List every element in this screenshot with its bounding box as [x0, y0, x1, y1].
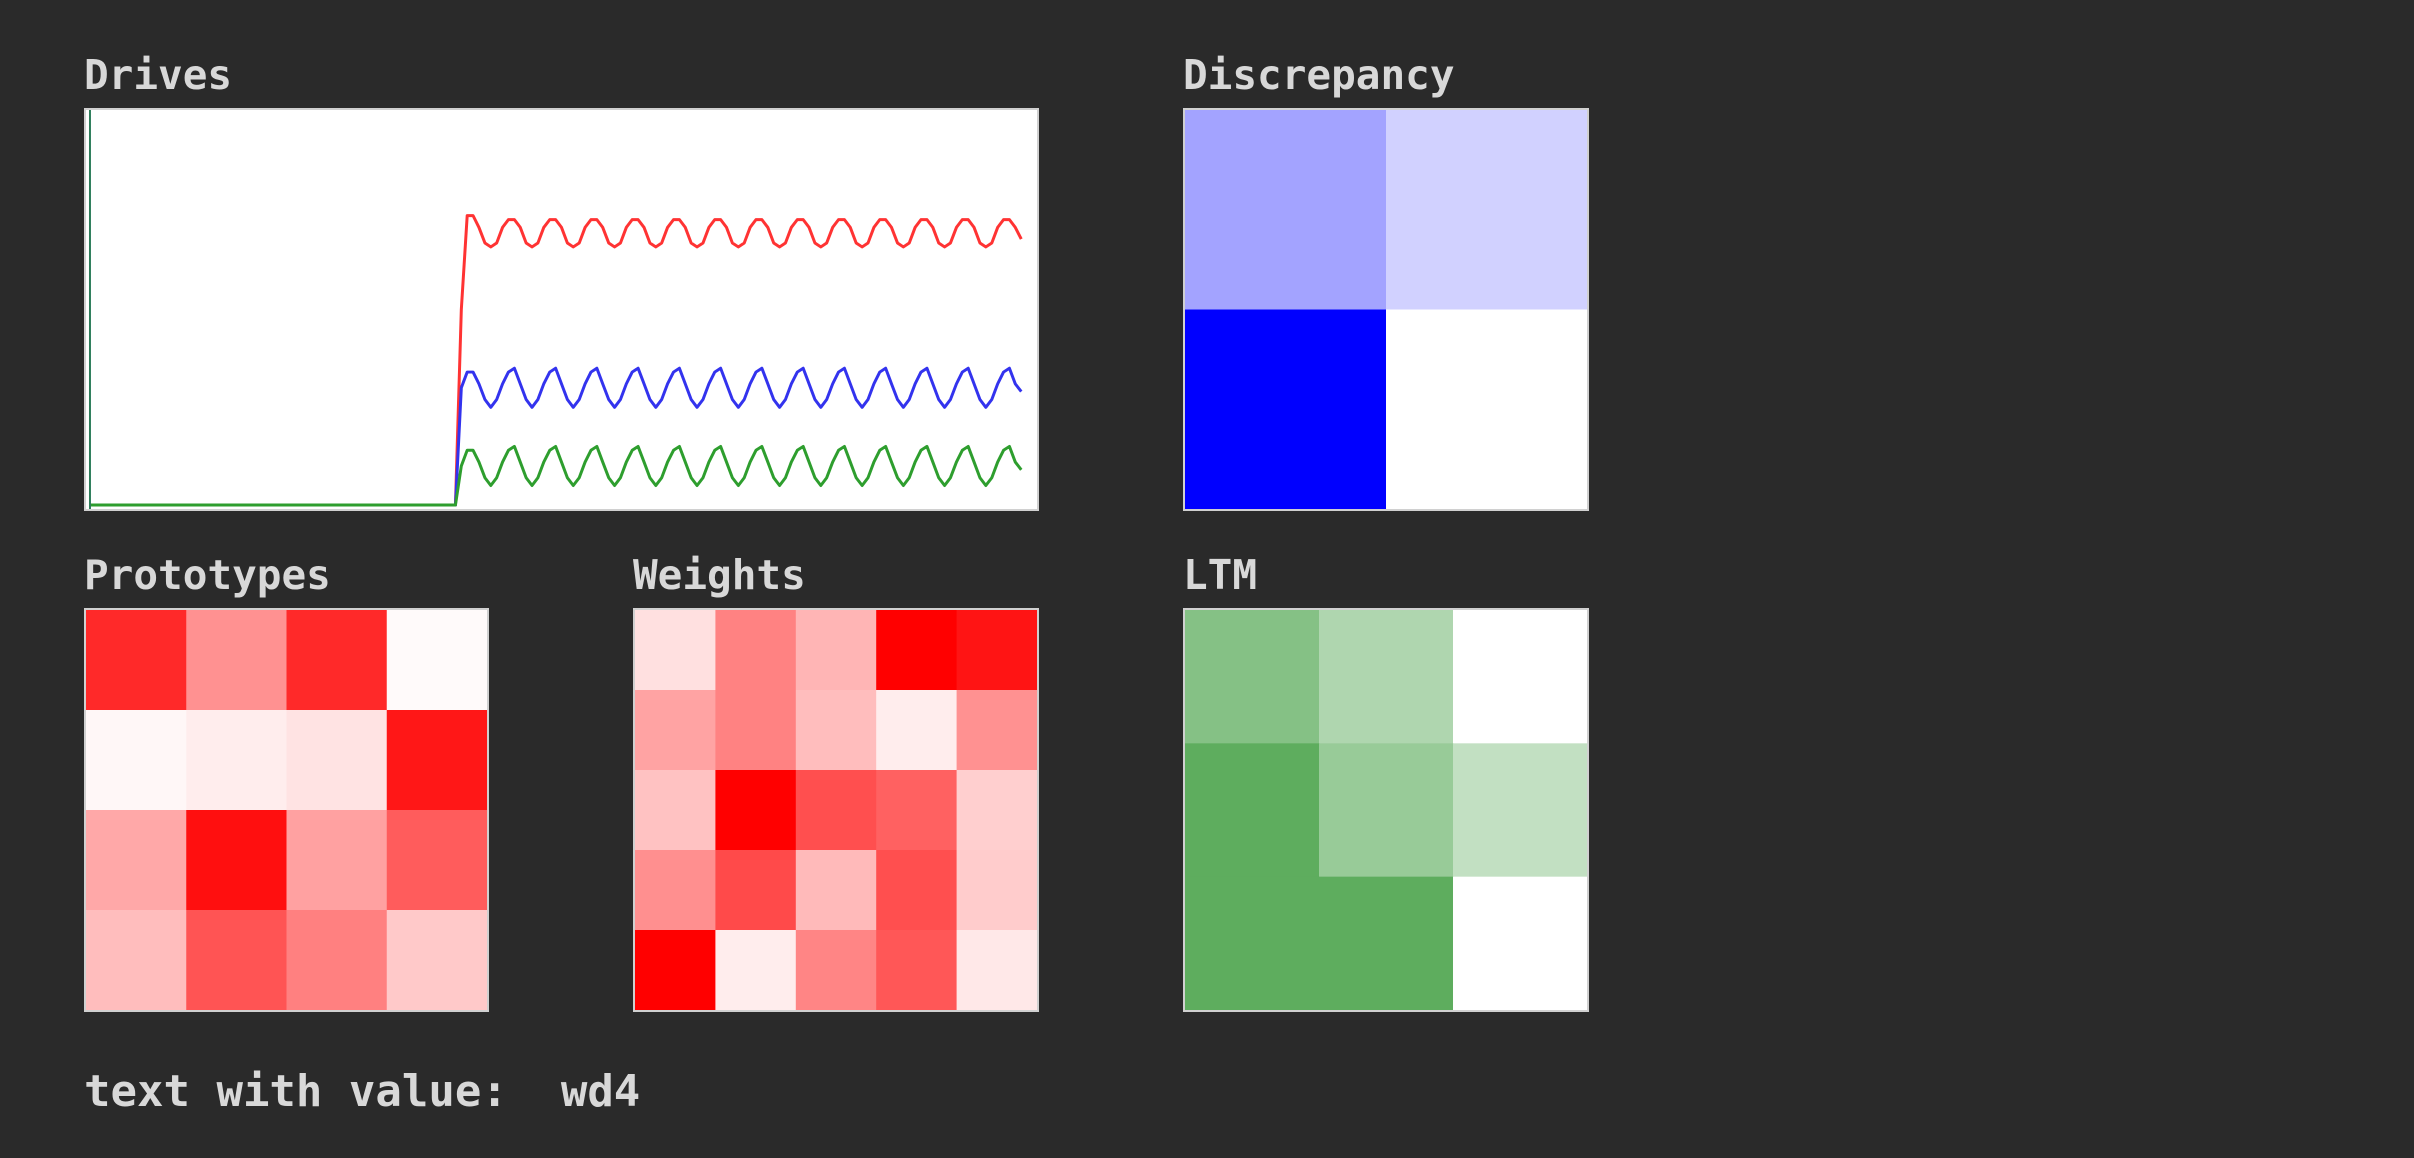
discrepancy-heatmap	[1183, 108, 1589, 511]
ltm-cell-1-0	[1185, 743, 1320, 878]
weights-cell-2-4	[956, 770, 1037, 851]
prototypes-cell-0-3	[386, 610, 487, 711]
weights-cell-0-1	[715, 610, 797, 691]
weights-cell-2-1	[715, 770, 797, 851]
weights-cell-0-0	[635, 610, 716, 691]
ltm-cell-2-2	[1453, 876, 1587, 1010]
discrepancy-cell-1-0	[1185, 309, 1387, 509]
weights-heatmap	[633, 608, 1039, 1012]
weights-cell-1-2	[795, 690, 877, 771]
discrepancy-title: Discrepancy	[1183, 51, 1455, 99]
ltm-cell-1-2	[1453, 743, 1587, 878]
drives-series-0	[89, 214, 1023, 507]
discrepancy-grid	[1185, 110, 1587, 509]
ltm-cell-2-1	[1318, 876, 1454, 1010]
prototypes-cell-3-3	[386, 910, 487, 1010]
value-text: wd4	[560, 1066, 641, 1117]
prototypes-cell-3-1	[186, 910, 287, 1010]
prototypes-cell-2-2	[286, 810, 388, 911]
prototypes-cell-0-1	[186, 610, 287, 711]
discrepancy-cell-0-0	[1185, 110, 1387, 310]
weights-cell-2-2	[795, 770, 877, 851]
drives-series-1	[89, 366, 1023, 507]
ltm-heatmap	[1183, 608, 1589, 1012]
ltm-cell-1-1	[1318, 743, 1454, 878]
value-readout: text with value: wd4	[84, 1070, 640, 1114]
ltm-cell-0-1	[1318, 610, 1454, 744]
ltm-cell-0-2	[1453, 610, 1587, 744]
weights-cell-3-3	[876, 850, 958, 931]
prototypes-cell-0-0	[86, 610, 187, 711]
prototypes-cell-1-1	[186, 710, 287, 811]
weights-cell-4-3	[876, 930, 958, 1010]
prototypes-title: Prototypes	[84, 551, 331, 599]
prototypes-heatmap	[84, 608, 489, 1012]
weights-cell-2-3	[876, 770, 958, 851]
weights-grid	[635, 610, 1037, 1010]
weights-cell-0-4	[956, 610, 1037, 691]
prototypes-cell-1-3	[386, 710, 487, 811]
weights-cell-4-4	[956, 930, 1037, 1010]
prototypes-cell-2-3	[386, 810, 487, 911]
weights-cell-3-4	[956, 850, 1037, 931]
value-label: text with value:	[84, 1066, 508, 1117]
weights-cell-3-1	[715, 850, 797, 931]
drives-title: Drives	[84, 51, 233, 99]
weights-cell-1-1	[715, 690, 797, 771]
prototypes-cell-3-2	[286, 910, 388, 1010]
drives-plot	[88, 110, 1023, 509]
ltm-grid	[1185, 610, 1587, 1010]
prototypes-cell-2-1	[186, 810, 287, 911]
ltm-title: LTM	[1183, 551, 1258, 599]
weights-cell-3-2	[795, 850, 877, 931]
weights-cell-0-3	[876, 610, 958, 691]
ltm-cell-0-0	[1185, 610, 1320, 744]
prototypes-cell-2-0	[86, 810, 187, 911]
prototypes-cell-1-2	[286, 710, 388, 811]
weights-cell-3-0	[635, 850, 716, 931]
weights-cell-2-0	[635, 770, 716, 851]
prototypes-grid	[86, 610, 487, 1010]
prototypes-cell-3-0	[86, 910, 187, 1010]
drives-series-2	[89, 444, 1023, 507]
weights-cell-1-0	[635, 690, 716, 771]
drives-chart	[84, 108, 1039, 511]
weights-cell-0-2	[795, 610, 877, 691]
discrepancy-cell-0-1	[1386, 110, 1587, 310]
weights-cell-4-1	[715, 930, 797, 1010]
prototypes-cell-0-2	[286, 610, 388, 711]
discrepancy-cell-1-1	[1386, 309, 1587, 509]
weights-cell-1-4	[956, 690, 1037, 771]
weights-cell-4-0	[635, 930, 716, 1010]
ltm-cell-2-0	[1185, 876, 1320, 1010]
weights-cell-4-2	[795, 930, 877, 1010]
prototypes-cell-1-0	[86, 710, 187, 811]
weights-title: Weights	[633, 551, 806, 599]
weights-cell-1-3	[876, 690, 958, 771]
